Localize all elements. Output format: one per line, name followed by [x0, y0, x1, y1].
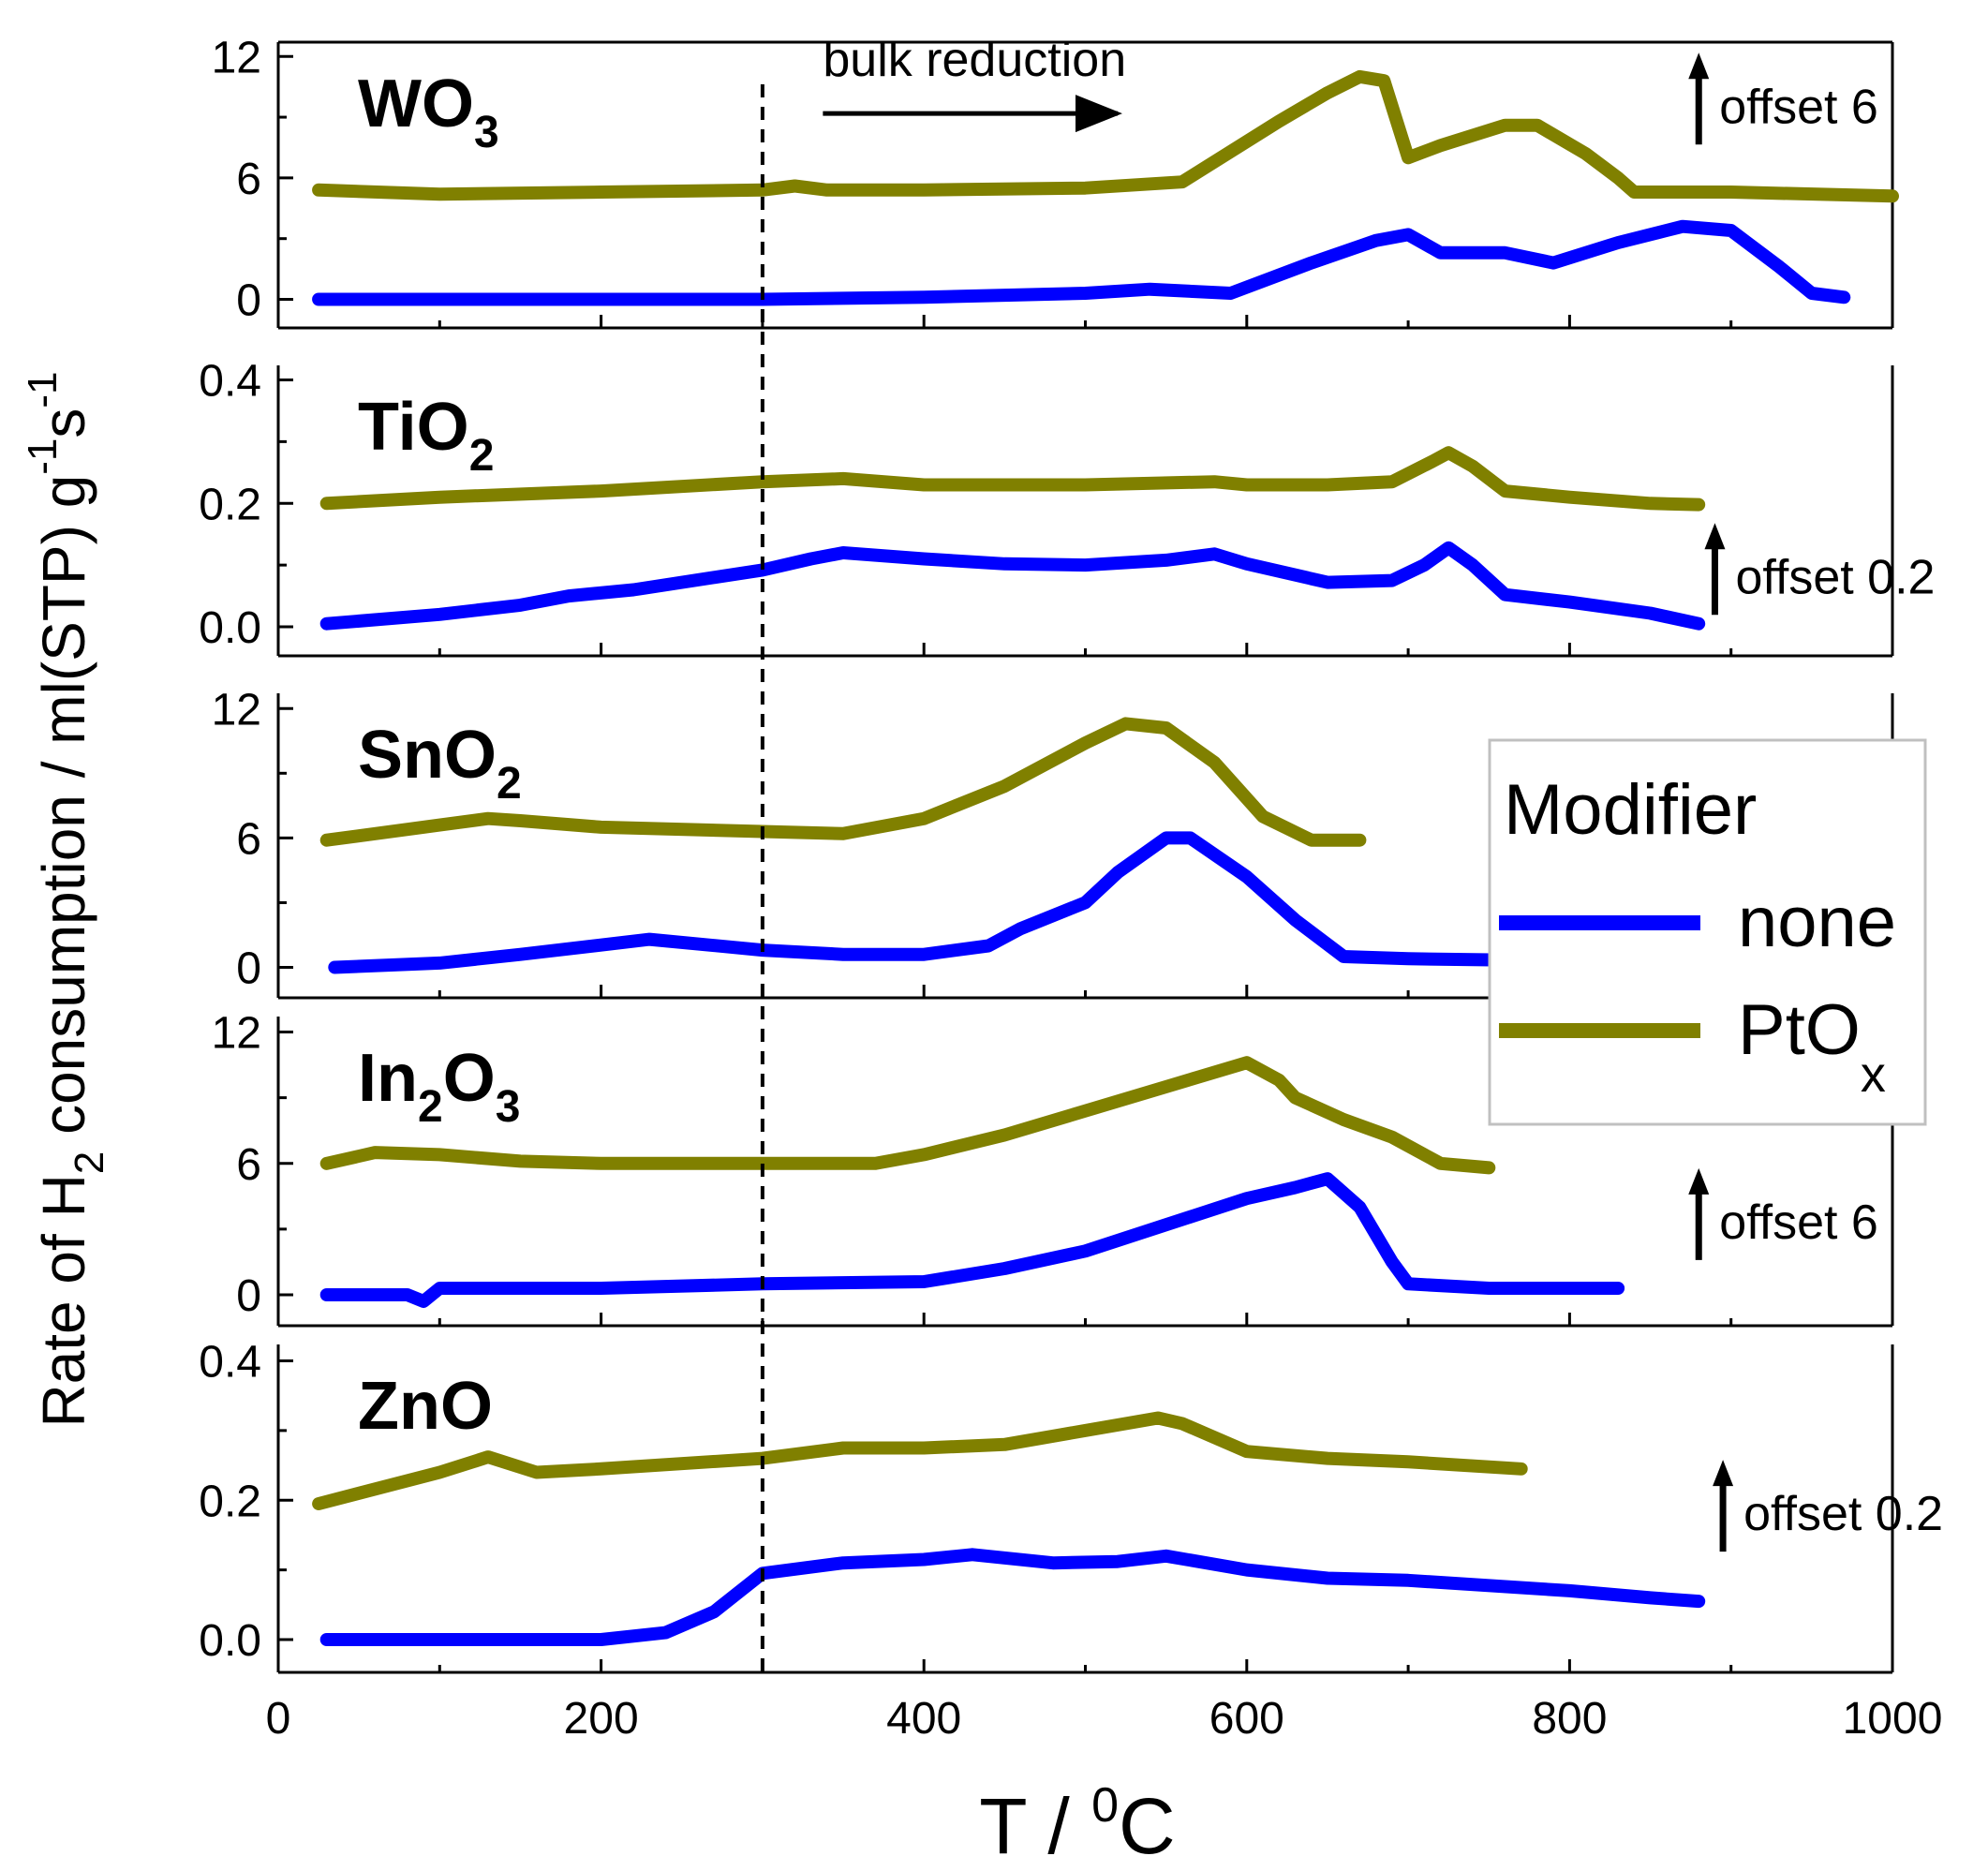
x-axis-title-unit: C	[1119, 1782, 1176, 1870]
panel-zno-ytick-label-0: 0.0	[199, 1616, 261, 1666]
panel-zno-offset-label: offset 0.2	[1743, 1487, 1943, 1541]
x-axis-title-main: T /	[979, 1782, 1091, 1870]
panel-tio2-series-ptox	[319, 446, 1706, 512]
panel-tio2-offset-arrow-head	[1704, 523, 1726, 550]
panel-zno-label: ZnO	[358, 1369, 493, 1444]
y-axis-title-a: Rate of H	[30, 1174, 97, 1427]
panel-tio2-ytick-label-1: 0.2	[199, 480, 261, 529]
panel-in2o3-series-ptox	[319, 1056, 1496, 1175]
panel-zno-series-ptox	[312, 1411, 1528, 1510]
panel-tio2-series-none	[319, 541, 1706, 631]
x-tick-label-0: 0	[266, 1694, 291, 1744]
panel-wo3-series-none	[312, 219, 1851, 306]
panel-in2o3-ytick-label-1: 6	[236, 1140, 261, 1190]
x-axis: 0 200 400 600 800 1000	[266, 1694, 1943, 1744]
panel-wo3-offset-arrow-head	[1688, 52, 1710, 80]
y-axis-title-d: -1	[20, 438, 66, 475]
panel-sno2-ytick-label-1: 6	[236, 814, 261, 864]
panel-wo3-label-main: WO	[358, 67, 474, 141]
panel-zno-label-main: ZnO	[358, 1369, 493, 1444]
panel-in2o3-ytick-label-2: 12	[212, 1009, 261, 1059]
panel-sno2-label: SnO2	[358, 718, 522, 809]
panel-in2o3-label: In2O3	[358, 1041, 520, 1132]
panel-sno2-ytick-label-2: 12	[212, 685, 261, 735]
x-tick-label-2: 400	[886, 1694, 961, 1744]
y-axis-title-c: consumption / ml(STP) g	[30, 475, 97, 1151]
panel-wo3-ytick-label-2: 12	[212, 33, 261, 82]
panel-tio2-label-main: TiO	[358, 390, 469, 465]
panel-zno-series-none	[319, 1548, 1706, 1646]
panel-wo3-label: WO3	[358, 67, 499, 157]
y-axis-title: Rate of H2 consumption / ml(STP) g-1s-1	[20, 371, 112, 1427]
panel-tio2-offset-label: offset 0.2	[1735, 550, 1935, 604]
panel-wo3-ytick-label-0: 0	[236, 276, 261, 326]
y-axis-title-e: s	[30, 408, 97, 438]
panel-zno: 0.0 0.2 0.4 ZnO offset 0.2	[199, 1338, 1943, 1674]
panel-sno2-label-main: SnO	[358, 718, 497, 793]
x-tick-label-5: 1000	[1843, 1694, 1943, 1744]
panel-in2o3-ytick-label-0: 0	[236, 1271, 261, 1321]
panel-wo3-ytick-label-1: 6	[236, 155, 261, 204]
panel-tio2-label: TiO2	[358, 390, 494, 481]
panel-tio2-ytick-label-0: 0.0	[199, 603, 261, 653]
panel-wo3-label-sub: 3	[474, 108, 499, 157]
legend-label-ptox: PtOx	[1738, 990, 1886, 1103]
panel-sno2-series-none	[328, 831, 1657, 974]
legend: Modifier none PtOx	[1488, 738, 1927, 1126]
panel-in2o3-offset-arrow-head	[1688, 1167, 1710, 1195]
panel-sno2-ytick-label-0: 0	[236, 944, 261, 994]
panel-zno-ytick-label-2: 0.4	[199, 1338, 261, 1388]
panel-wo3-offset-label: offset 6	[1719, 80, 1878, 134]
panel-in2o3-label-sub2: 3	[496, 1082, 521, 1132]
panel-zno-offset-arrow-head	[1713, 1460, 1734, 1487]
legend-box	[1488, 738, 1927, 1126]
panel-in2o3-series-none	[319, 1172, 1625, 1308]
panel-wo3-series-ptox	[312, 69, 1899, 203]
x-axis-title: T / 0C	[979, 1778, 1175, 1870]
x-tick-label-3: 600	[1209, 1694, 1284, 1744]
panel-tio2-label-sub: 2	[469, 431, 495, 481]
panel-sno2-series-ptox	[319, 717, 1367, 847]
legend-label-ptox-sub: x	[1861, 1047, 1886, 1103]
legend-label-none: none	[1738, 883, 1896, 962]
panel-tio2: 0.0 0.2 0.4 TiO2 offset 0.2	[199, 357, 1935, 658]
x-axis-title-sup: 0	[1091, 1778, 1119, 1833]
panel-in2o3-label-main: In	[358, 1041, 418, 1116]
panel-tio2-ytick-label-2: 0.4	[199, 357, 261, 407]
legend-title: Modifier	[1504, 770, 1757, 850]
panel-sno2-label-sub: 2	[497, 759, 522, 809]
x-tick-label-4: 800	[1532, 1694, 1607, 1744]
panel-in2o3-label-sub: 2	[418, 1082, 443, 1132]
legend-label-ptox-main: PtO	[1738, 990, 1861, 1070]
y-axis-title-f: -1	[20, 371, 66, 408]
panel-wo3: 0 6 12 WO3 offset 6 bulk reduction	[212, 33, 1899, 330]
bulk-reduction-label: bulk reduction	[823, 33, 1126, 87]
panel-in2o3-label-main2: O	[443, 1041, 496, 1116]
panel-in2o3-offset-label: offset 6	[1719, 1195, 1878, 1250]
y-axis-title-b: 2	[67, 1151, 112, 1174]
x-tick-label-1: 200	[564, 1694, 639, 1744]
panel-zno-ytick-label-1: 0.2	[199, 1477, 261, 1526]
panel-in2o3: 0 6 12 In2O3 offset 6	[212, 1009, 1894, 1328]
